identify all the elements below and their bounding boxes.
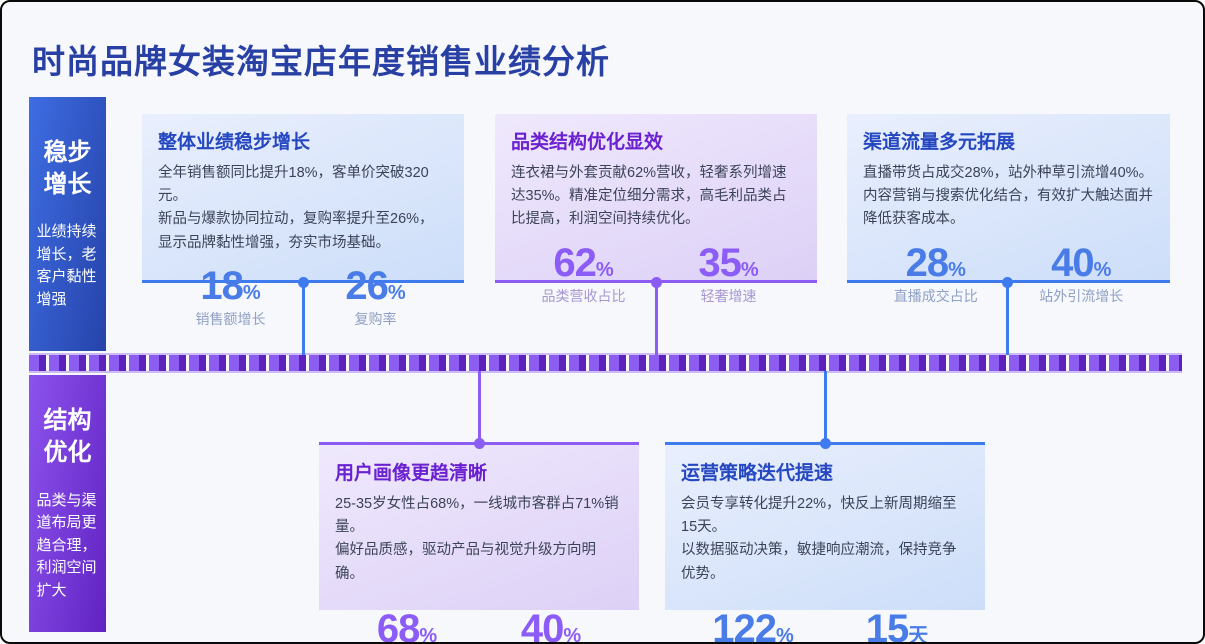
card-body: 25-35岁女性占68%，一线城市客群占71%销量。 偏好品质感，驱动产品与视觉… [335, 496, 619, 582]
connector-dot-card1 [297, 277, 309, 288]
stat-offsite-traffic: 40% 站外引流增长 [1009, 242, 1155, 306]
stat-value: 40% [1051, 240, 1112, 285]
phase-title: 稳步增长 [43, 138, 92, 198]
card-body: 连衣裙与外套贡献62%营收，轻奢系列增速达35%。精准定位细分需求，高毛利品类占… [511, 165, 787, 228]
card-title: 品类结构优化显效 [511, 132, 664, 153]
stat-label: 品类营收占比 [541, 287, 626, 304]
card-body: 直播带货占成交28%，站外种草引流增40%。 内容营销与搜索优化结合，有效扩大触… [863, 165, 1154, 228]
phase-tag-structure-optimization: 结构优化 品类与渠道布局更趋合理，利润空间扩大 [29, 375, 106, 632]
connector-card5 [823, 371, 827, 445]
card-title: 整体业绩稳步增长 [158, 132, 311, 153]
stat-value: 62% [553, 240, 614, 285]
stats-row: 62% 品类营收占比 35% 轻奢增速 [511, 242, 801, 306]
phase-desc: 品类与渠道布局更趋合理，利润空间扩大 [36, 491, 97, 599]
card-title: 运营策略迭代提速 [681, 463, 834, 484]
stat-value: 40% [520, 606, 582, 644]
connector-card1 [301, 285, 305, 355]
card-operation-strategy: 运营策略迭代提速 会员专享转化提升22%，快反上新周期缩至15天。 以数据驱动决… [665, 442, 985, 642]
connector-card3 [1005, 285, 1009, 355]
stat-label: 复购率 [354, 310, 397, 327]
card-category-structure: 品类结构优化显效 连衣裙与外套贡献62%营收，轻奢系列增速达35%。精准定位细分… [495, 114, 817, 304]
stat-member-conversion: 122% 会员转化增长 [681, 606, 825, 644]
connector-dot-card4 [473, 438, 485, 449]
phase-title: 结构优化 [43, 406, 92, 467]
stats-row: 122% 会员转化增长 15天 上新周期 [681, 606, 969, 644]
stat-value: 68% [376, 606, 438, 644]
stat-light-luxury-growth: 35% 轻奢增速 [656, 242, 801, 306]
timeline-bar [29, 353, 1182, 373]
card-title: 渠道流量多元拓展 [863, 132, 1016, 153]
stat-livestream-share: 28% 直播成交占比 [863, 242, 1009, 306]
stat-value: 122% [712, 606, 794, 644]
stat-launch-cycle: 15天 上新周期 [825, 606, 969, 644]
stat-sales-growth: 18% 销售额增长 [158, 265, 303, 329]
stat-value: 28% [905, 240, 966, 285]
stat-value: 15天 [865, 606, 929, 644]
connector-card2 [654, 285, 658, 355]
connector-dot-card5 [819, 438, 831, 449]
stat-label: 站外引流增长 [1039, 287, 1124, 304]
stat-tier1-city-sales: 40% 一线城市销售额 [479, 606, 623, 644]
stat-label: 直播成交占比 [893, 287, 978, 304]
card-body: 全年销售额同比提升18%，客单价突破320元。 新品与爆款协同拉动，复购率提升至… [158, 165, 434, 251]
stats-row: 18% 销售额增长 26% 复购率 [158, 265, 448, 329]
phase-tag-steady-growth: 稳步增长 业绩持续增长，老客户黏性增强 [29, 97, 106, 351]
stat-value: 26% [345, 263, 406, 308]
connector-card4 [477, 371, 481, 445]
phase-desc: 业绩持续增长，老客户黏性增强 [36, 223, 97, 308]
card-channel-traffic: 渠道流量多元拓展 直播带货占成交28%，站外种草引流增40%。 内容营销与搜索优… [847, 114, 1170, 304]
stat-value: 18% [200, 263, 261, 308]
connector-dot-card3 [1001, 277, 1013, 288]
stat-label: 销售额增长 [195, 310, 266, 327]
connector-dot-card2 [650, 277, 662, 288]
stat-core-age-share: 68% 核心年龄占比 [335, 606, 479, 644]
card-body: 会员专享转化提升22%，快反上新周期缩至15天。 以数据驱动决策，敏捷响应潮流，… [681, 496, 957, 582]
stat-repurchase-rate: 26% 复购率 [303, 265, 448, 329]
page-title: 时尚品牌女装淘宝店年度销售业绩分析 [32, 43, 610, 80]
stat-label: 轻奢增速 [700, 287, 757, 304]
card-overall-performance: 整体业绩稳步增长 全年销售额同比提升18%，客单价突破320元。 新品与爆款协同… [142, 114, 464, 327]
card-title: 用户画像更趋清晰 [335, 463, 488, 484]
stats-row: 28% 直播成交占比 40% 站外引流增长 [863, 242, 1154, 306]
stat-category-revenue: 62% 品类营收占比 [511, 242, 656, 306]
stats-row: 68% 核心年龄占比 40% 一线城市销售额 [335, 606, 623, 644]
stat-value: 35% [698, 240, 759, 285]
card-user-profile: 用户画像更趋清晰 25-35岁女性占68%，一线城市客群占71%销量。 偏好品质… [319, 442, 639, 642]
